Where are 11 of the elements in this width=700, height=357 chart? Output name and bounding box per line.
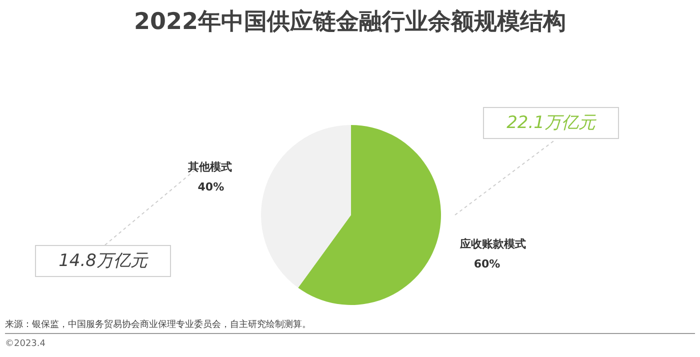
source-note: 来源：银保监，中国服务贸易协会商业保理专业委员会，自主研究绘制测算。 [5,318,311,331]
data-label: 40% [198,180,224,194]
text: ©2023.4 [5,339,46,349]
chart-title: 2022年中国供应链金融行业余额规模结构 [132,8,567,37]
text: 22.1万亿元 [483,107,619,139]
text: 14.8万亿元 [35,245,171,277]
pie-slice [261,125,351,288]
pie-slice [298,125,441,305]
slice-label: 应收账款模式 [458,238,526,251]
data-label: 60% [474,258,500,271]
slice-label: 其他模式 [187,160,232,174]
